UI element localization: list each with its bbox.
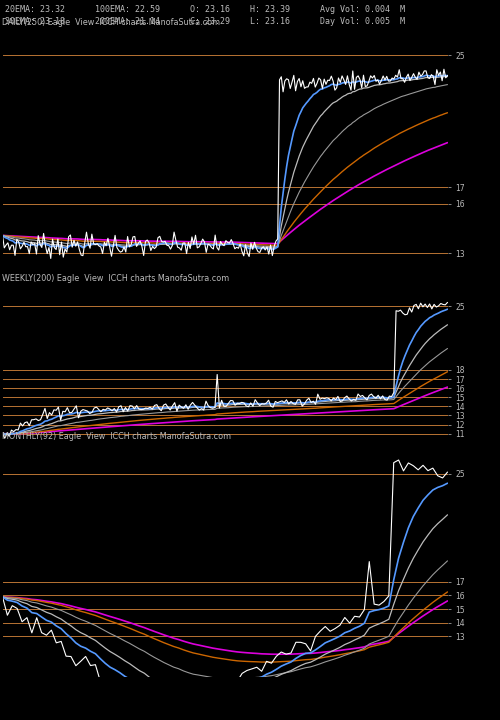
Text: WEEKLY(200) Eagle  View  ICCH charts ManofaSutra.com: WEEKLY(200) Eagle View ICCH charts Manof…	[2, 274, 230, 283]
Text: DAILY(250) Eagle  View  ICCH charts ManofaSutra.com: DAILY(250) Eagle View ICCH charts Manofa…	[2, 17, 220, 27]
Text: 20EMA: 23.32      100EMA: 22.59      O: 23.16    H: 23.39      Avg Vol: 0.004  M: 20EMA: 23.32 100EMA: 22.59 O: 23.16 H: 2…	[5, 5, 405, 14]
Text: 30EMA: 23.18      200EMA: 21.14      C: 23.29    L: 23.16      Day Vol: 0.005  M: 30EMA: 23.18 200EMA: 21.14 C: 23.29 L: 2…	[5, 17, 405, 26]
Text: MONTHLY(92) Eagle  View  ICCH charts ManofaSutra.com: MONTHLY(92) Eagle View ICCH charts Manof…	[2, 432, 232, 441]
